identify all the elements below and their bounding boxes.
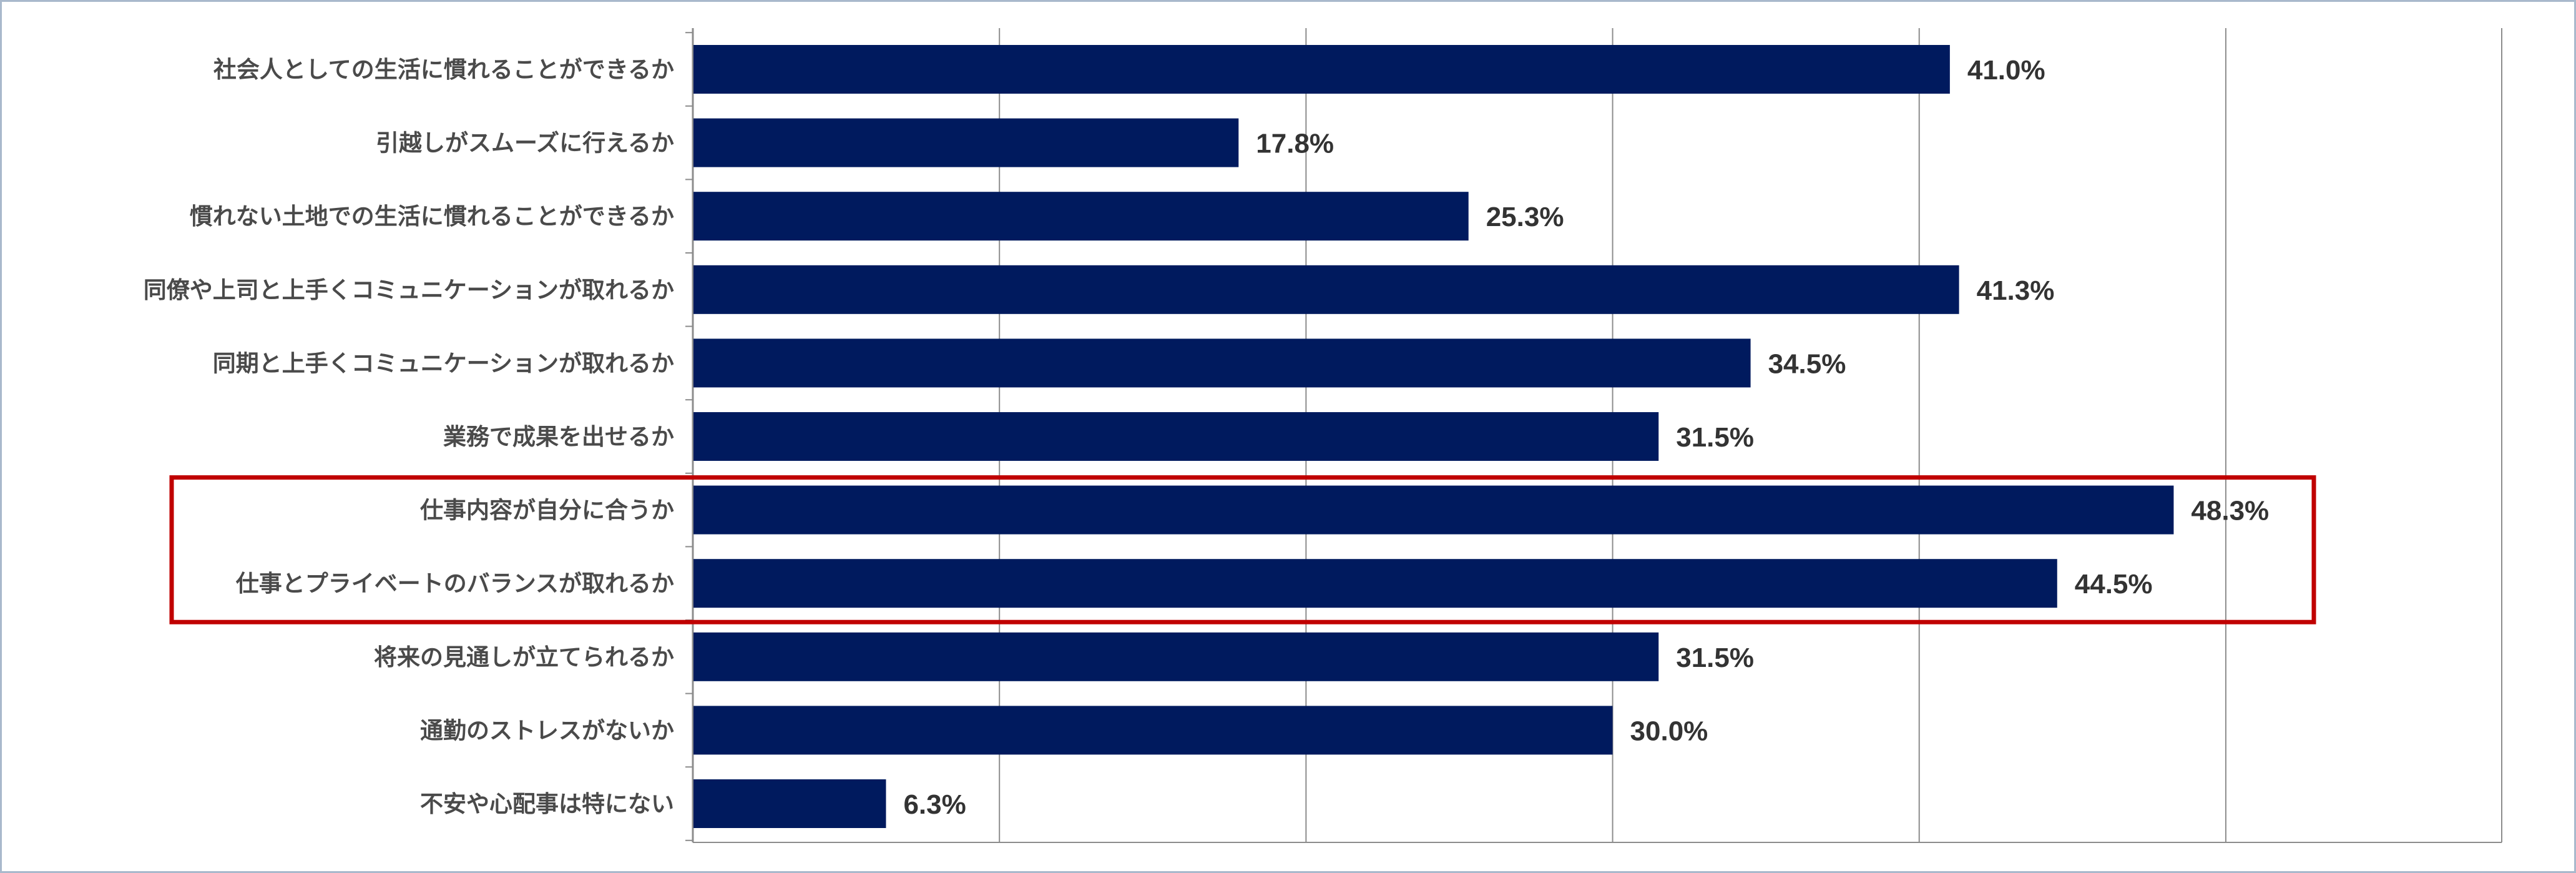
bar — [693, 779, 886, 828]
value-label: 34.5% — [1768, 348, 1846, 379]
highlight-layer — [169, 475, 2316, 624]
category-label: 同期と上手くコミュニケーションが取れるか — [213, 350, 674, 377]
bar — [693, 192, 1469, 241]
bar — [693, 706, 1613, 755]
category-label: 引越しがスムーズに行えるか — [376, 130, 674, 157]
bar — [693, 412, 1659, 461]
category-label: 慣れない土地での生活に慣れることができるか — [190, 203, 674, 230]
bar — [693, 265, 1959, 314]
highlight-box — [169, 475, 2316, 624]
value-label: 41.0% — [1967, 55, 2045, 86]
category-label: 仕事内容が自分に合うか — [420, 497, 674, 524]
category-label: 社会人としての生活に慣れることができるか — [213, 56, 674, 83]
value-label: 44.5% — [2075, 569, 2153, 599]
value-label: 30.0% — [1630, 716, 1708, 746]
value-label: 41.3% — [1977, 275, 2055, 306]
category-label: 不安や心配事は特にない — [420, 791, 674, 817]
value-label: 6.3% — [903, 789, 966, 820]
value-label: 17.8% — [1256, 129, 1334, 159]
category-label: 将来の見通しが立てられるか — [374, 644, 674, 671]
value-label: 31.5% — [1676, 422, 1754, 453]
value-label: 48.3% — [2191, 496, 2269, 526]
value-label: 25.3% — [1486, 202, 1564, 232]
bar — [693, 118, 1239, 167]
category-label: 仕事とプライベートのバランスが取れるか — [236, 570, 674, 597]
bar — [693, 338, 1751, 388]
bar — [693, 485, 2174, 535]
bar — [693, 45, 1950, 94]
bar — [693, 559, 2057, 608]
label-layer: 社会人としての生活に慣れることができるか 41.0% 引越しがスムーズに行えるか 17… — [144, 55, 2269, 820]
category-label: 同僚や上司と上手くコミュニケーションが取れるか — [144, 277, 674, 303]
value-label: 31.5% — [1676, 643, 1754, 673]
category-label: 通勤のストレスがないか — [420, 717, 674, 744]
bar — [693, 632, 1659, 681]
bar-layer — [693, 45, 2174, 828]
category-label: 業務で成果を出せるか — [443, 423, 674, 450]
